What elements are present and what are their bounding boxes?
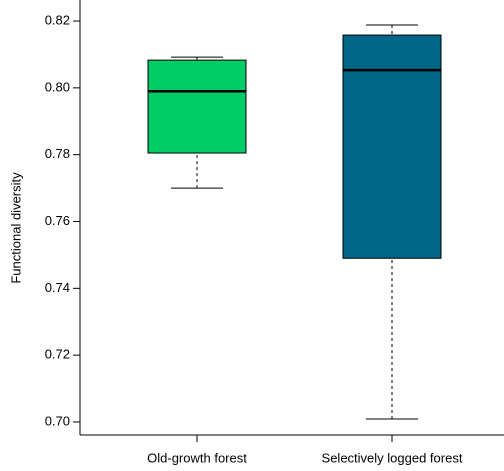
y-tick-label: 0.72: [45, 347, 70, 362]
y-tick-label: 0.74: [45, 280, 70, 295]
y-axis-label: Functional diversity: [8, 172, 23, 284]
y-tick-label: 0.82: [45, 12, 70, 27]
y-tick-label: 0.78: [45, 146, 70, 161]
y-tick-label: 0.70: [45, 413, 70, 428]
box: [342, 34, 442, 259]
box: [147, 59, 247, 154]
x-tick-label: Selectively logged forest: [322, 450, 463, 465]
x-tick-label: Old-growth forest: [147, 450, 247, 465]
y-tick-label: 0.76: [45, 213, 70, 228]
y-tick-label: 0.80: [45, 79, 70, 94]
